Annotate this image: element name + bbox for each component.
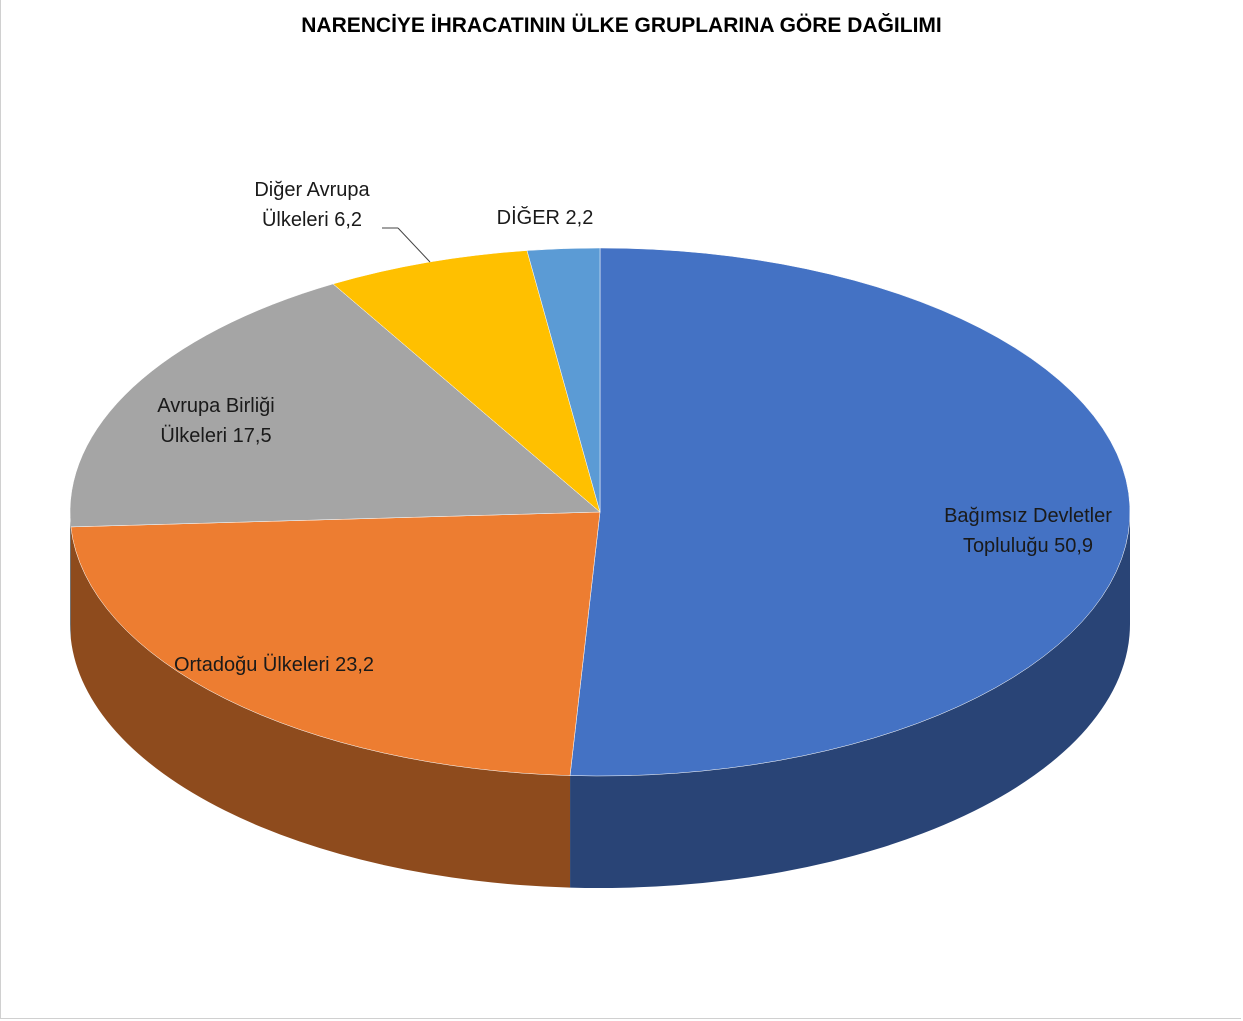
- slice: [526, 247, 601, 513]
- category-label: Diğer Avrupa Ülkeleri: [254, 179, 370, 231]
- value-label: 50,9: [1054, 535, 1094, 557]
- data-label: Bağımsız Devletler Topluluğu 50,9: [913, 501, 1143, 561]
- slice: [332, 250, 601, 513]
- category-label: DİĞER: [496, 207, 560, 229]
- value-label: 17,5: [232, 425, 272, 447]
- slice-side: [570, 512, 1131, 888]
- slice-side: [70, 512, 71, 639]
- data-label: Avrupa Birliği Ülkeleri 17,5: [131, 391, 301, 451]
- data-label: Ortadoğu Ülkeleri 23,2: [164, 650, 384, 680]
- data-label: DİĞER 2,2: [445, 203, 645, 233]
- data-label: Diğer Avrupa Ülkeleri 6,2: [227, 175, 397, 235]
- category-label: Avrupa Birliği Ülkeleri: [157, 395, 275, 447]
- value-label: 2,2: [565, 207, 594, 229]
- slice: [69, 283, 601, 528]
- leader-line: [397, 227, 431, 263]
- slice: [569, 247, 1131, 777]
- value-label: 23,2: [335, 654, 375, 676]
- category-label: Bağımsız Devletler Topluluğu: [944, 505, 1112, 557]
- slice-side: [70, 526, 571, 888]
- value-label: 6,2: [334, 209, 363, 231]
- category-label: Ortadoğu Ülkeleri: [173, 654, 330, 676]
- slice: [70, 511, 601, 776]
- chart-title: NARENCİYE İHRACATININ ÜLKE GRUPLARINA GÖ…: [301, 14, 942, 37]
